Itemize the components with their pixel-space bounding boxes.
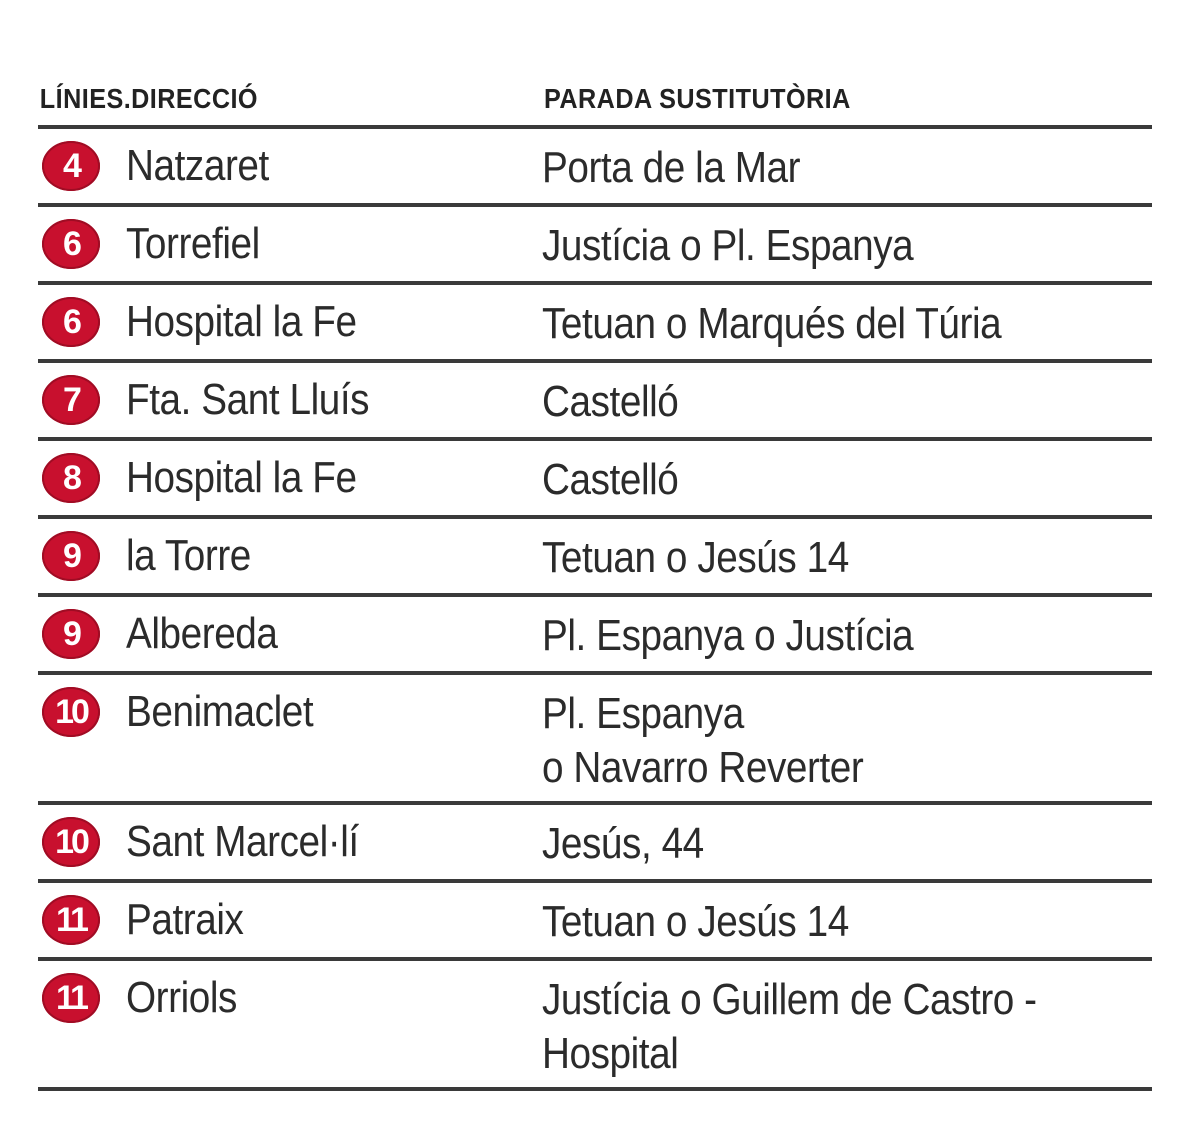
direction-text: Sant Marcel·lí [126, 817, 359, 866]
header-substitute-stop: PARADA SUSTITUTÒRIA [544, 83, 851, 114]
table-row: 10 Sant Marcel·lí Jesús, 44 [38, 805, 1152, 883]
table-row: 4 Natzaret Porta de la Mar [38, 129, 1152, 207]
line-number-badge: 4 [42, 141, 100, 191]
line-number-badge: 7 [42, 375, 100, 425]
direction-text: Benimaclet [126, 687, 314, 736]
substitute-stop-cell: Jesús, 44 [542, 819, 704, 868]
line-number-badge: 11 [42, 973, 100, 1023]
table-row: 6 Torrefiel Justícia o Pl. Espanya [38, 207, 1152, 285]
substitute-stop-cell: Justícia o Guillem de Castro - Hospital [542, 975, 1037, 1078]
substitute-stop-cell: Pl. Espanya o Navarro Reverter [542, 689, 864, 792]
table-row: 8 Hospital la Fe Castelló [38, 441, 1152, 519]
direction-text: Albereda [126, 609, 278, 658]
line-direction-cell: 9 la Torre [38, 519, 542, 581]
substitute-stop-cell: Castelló [542, 455, 679, 504]
table-row: 9 la Torre Tetuan o Jesús 14 [38, 519, 1152, 597]
line-number-badge: 6 [42, 297, 100, 347]
line-number-badge: 10 [42, 817, 100, 867]
substitute-stop-cell: Justícia o Pl. Espanya [542, 221, 914, 270]
line-direction-cell: 4 Natzaret [38, 129, 542, 191]
replacement-stops-table: LÍNIES.DIRECCIÓ PARADA SUSTITUTÒRIA 4 Na… [38, 72, 1152, 1091]
direction-text: la Torre [126, 531, 251, 580]
direction-text: Natzaret [126, 141, 269, 190]
line-direction-cell: 10 Sant Marcel·lí [38, 805, 542, 867]
line-direction-cell: 11 Patraix [38, 883, 542, 945]
substitute-stop-cell: Tetuan o Jesús 14 [542, 533, 849, 582]
substitute-stop-cell: Tetuan o Marqués del Túria [542, 299, 1002, 348]
table-header: LÍNIES.DIRECCIÓ PARADA SUSTITUTÒRIA [38, 72, 1152, 129]
substitute-stop-cell: Porta de la Mar [542, 143, 801, 192]
table-row: 11 Patraix Tetuan o Jesús 14 [38, 883, 1152, 961]
line-direction-cell: 8 Hospital la Fe [38, 441, 542, 503]
direction-text: Hospital la Fe [126, 297, 357, 346]
line-number-badge: 9 [42, 531, 100, 581]
line-direction-cell: 10 Benimaclet [38, 675, 542, 737]
direction-text: Orriols [126, 973, 237, 1022]
direction-text: Hospital la Fe [126, 453, 357, 502]
header-lines-direction: LÍNIES.DIRECCIÓ [39, 83, 258, 114]
table-row: 9 Albereda Pl. Espanya o Justícia [38, 597, 1152, 675]
line-number-badge: 9 [42, 609, 100, 659]
line-number-badge: 11 [42, 895, 100, 945]
line-direction-cell: 9 Albereda [38, 597, 542, 659]
direction-text: Patraix [126, 895, 244, 944]
substitute-stop-cell: Pl. Espanya o Justícia [542, 611, 914, 660]
table-row: 11 Orriols Justícia o Guillem de Castro … [38, 961, 1152, 1091]
line-direction-cell: 11 Orriols [38, 961, 542, 1023]
line-number-badge: 6 [42, 219, 100, 269]
line-direction-cell: 6 Torrefiel [38, 207, 542, 269]
table-row: 7 Fta. Sant Lluís Castelló [38, 363, 1152, 441]
line-direction-cell: 7 Fta. Sant Lluís [38, 363, 542, 425]
line-number-badge: 10 [42, 687, 100, 737]
line-number-badge: 8 [42, 453, 100, 503]
direction-text: Fta. Sant Lluís [126, 375, 370, 424]
substitute-stop-cell: Tetuan o Jesús 14 [542, 897, 849, 946]
table-row: 10 Benimaclet Pl. Espanya o Navarro Reve… [38, 675, 1152, 805]
substitute-stop-cell: Castelló [542, 377, 679, 426]
direction-text: Torrefiel [126, 219, 260, 268]
line-direction-cell: 6 Hospital la Fe [38, 285, 542, 347]
table-row: 6 Hospital la Fe Tetuan o Marqués del Tú… [38, 285, 1152, 363]
